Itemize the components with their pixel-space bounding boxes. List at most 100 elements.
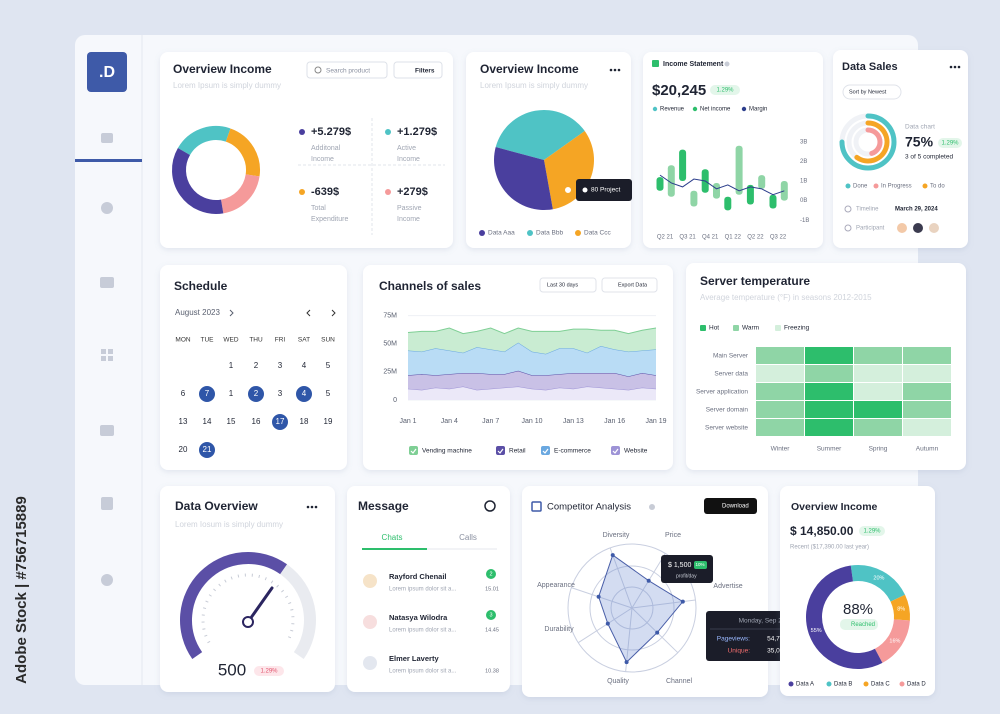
day[interactable]: 14 bbox=[203, 417, 212, 426]
nav-theme[interactable] bbox=[101, 574, 113, 586]
unread-count: 3 bbox=[489, 612, 492, 618]
progress-ring bbox=[854, 120, 890, 164]
day[interactable]: 19 bbox=[324, 417, 333, 426]
selected-day bbox=[248, 386, 264, 402]
nav-home[interactable] bbox=[101, 133, 113, 143]
contact-name[interactable]: Elmer Laverty bbox=[389, 654, 439, 663]
nav-cards[interactable] bbox=[100, 277, 114, 288]
search-button[interactable] bbox=[484, 500, 496, 512]
legend-label: Data Ccc bbox=[584, 230, 611, 237]
stat-dot bbox=[299, 129, 305, 135]
day[interactable]: 17 bbox=[276, 417, 285, 426]
day[interactable]: 20 bbox=[179, 445, 188, 454]
legend-label: Revenue bbox=[660, 107, 685, 113]
stat-value: +5.279$ bbox=[311, 126, 351, 138]
day[interactable]: 1 bbox=[229, 389, 234, 398]
tab[interactable]: Calls bbox=[459, 533, 477, 542]
menu-dot[interactable] bbox=[310, 505, 314, 509]
stat-value: -639$ bbox=[311, 186, 339, 198]
menu-dot[interactable] bbox=[617, 68, 621, 72]
legend-checkbox[interactable] bbox=[409, 446, 418, 455]
area bbox=[408, 386, 656, 400]
menu-dot[interactable] bbox=[613, 68, 617, 72]
margin-line bbox=[659, 174, 785, 196]
day[interactable]: 16 bbox=[252, 417, 261, 426]
filters-button[interactable] bbox=[393, 61, 443, 79]
day[interactable]: 7 bbox=[205, 389, 210, 398]
day[interactable]: 5 bbox=[326, 389, 331, 398]
search-box[interactable] bbox=[306, 61, 388, 79]
prev-button[interactable] bbox=[306, 309, 311, 317]
day[interactable]: 2 bbox=[254, 389, 259, 398]
day[interactable]: 4 bbox=[302, 361, 307, 370]
day[interactable]: 18 bbox=[300, 417, 309, 426]
menu-dot[interactable] bbox=[957, 65, 961, 69]
day[interactable]: 15 bbox=[227, 417, 236, 426]
selected-day bbox=[272, 414, 288, 430]
nav-energy[interactable] bbox=[101, 202, 113, 214]
nav-inbox[interactable] bbox=[100, 425, 114, 436]
weekday: SUN bbox=[321, 337, 335, 344]
day[interactable]: 3 bbox=[278, 389, 283, 398]
heat-cell bbox=[756, 401, 804, 418]
contact-name[interactable]: Rayford Chenail bbox=[389, 572, 447, 581]
export-button[interactable] bbox=[601, 277, 658, 293]
range-label: Last 30 days bbox=[547, 282, 578, 288]
legend-label: Data D bbox=[907, 682, 926, 688]
range-select[interactable] bbox=[539, 277, 597, 293]
heat-cell bbox=[854, 419, 902, 436]
gauge-value: 500 bbox=[218, 660, 246, 679]
y-tick-label: 2B bbox=[800, 159, 807, 165]
legend-label: Data Aaa bbox=[488, 230, 515, 237]
logo[interactable] bbox=[87, 52, 127, 92]
avatar[interactable] bbox=[363, 656, 377, 670]
sort-select[interactable] bbox=[842, 84, 902, 100]
row-label: Main Server bbox=[713, 353, 749, 360]
day[interactable]: 3 bbox=[278, 361, 283, 370]
menu-dot[interactable] bbox=[953, 65, 957, 69]
day[interactable]: 5 bbox=[326, 361, 331, 370]
day[interactable]: 1 bbox=[229, 361, 234, 370]
download-button[interactable] bbox=[704, 498, 757, 514]
day[interactable]: 4 bbox=[302, 389, 307, 398]
row-label: Server application bbox=[696, 389, 748, 396]
legend-checkbox[interactable] bbox=[541, 446, 550, 455]
gauge-fill bbox=[180, 552, 287, 659]
radar-ring bbox=[610, 586, 654, 630]
unread-count: 2 bbox=[489, 571, 492, 577]
day[interactable]: 6 bbox=[181, 389, 186, 398]
day[interactable]: 21 bbox=[203, 445, 212, 454]
legend-dot bbox=[922, 183, 928, 189]
timeline-icon bbox=[844, 205, 852, 213]
menu-dot[interactable] bbox=[314, 505, 318, 509]
avatar[interactable] bbox=[363, 615, 377, 629]
contact-name[interactable]: Natasya Wilodra bbox=[389, 613, 448, 622]
legend-checkbox[interactable] bbox=[496, 446, 505, 455]
percent: 75% bbox=[905, 134, 934, 150]
nav-apps[interactable] bbox=[101, 349, 106, 354]
axis-label: Price bbox=[665, 532, 681, 539]
nav-contacts[interactable] bbox=[101, 497, 113, 510]
x-tick-label: Q3 21 bbox=[679, 235, 696, 241]
data-label: 8% bbox=[897, 606, 905, 612]
legend-checkbox[interactable] bbox=[611, 446, 620, 455]
day[interactable]: 2 bbox=[254, 361, 259, 370]
avatar[interactable] bbox=[363, 574, 377, 588]
watermark: Adobe Stock | #756715889 bbox=[13, 496, 30, 684]
menu-dot[interactable] bbox=[949, 65, 953, 69]
progress-ring bbox=[839, 113, 897, 171]
stat-label: Active bbox=[397, 145, 416, 152]
menu-dot[interactable] bbox=[306, 505, 310, 509]
chevron[interactable] bbox=[229, 309, 234, 317]
heat-cell bbox=[805, 383, 853, 400]
menu-dot[interactable] bbox=[609, 68, 613, 72]
x-tick-label: Jan 4 bbox=[441, 418, 458, 425]
filters-label: Filters bbox=[415, 68, 435, 75]
tab[interactable]: Chats bbox=[382, 533, 403, 542]
heat-cell bbox=[756, 419, 804, 436]
day[interactable]: 13 bbox=[179, 417, 188, 426]
heat-cell bbox=[903, 365, 951, 382]
axis-label: Durability bbox=[544, 626, 574, 633]
column-label: Spring bbox=[869, 446, 888, 453]
next-button[interactable] bbox=[331, 309, 336, 317]
